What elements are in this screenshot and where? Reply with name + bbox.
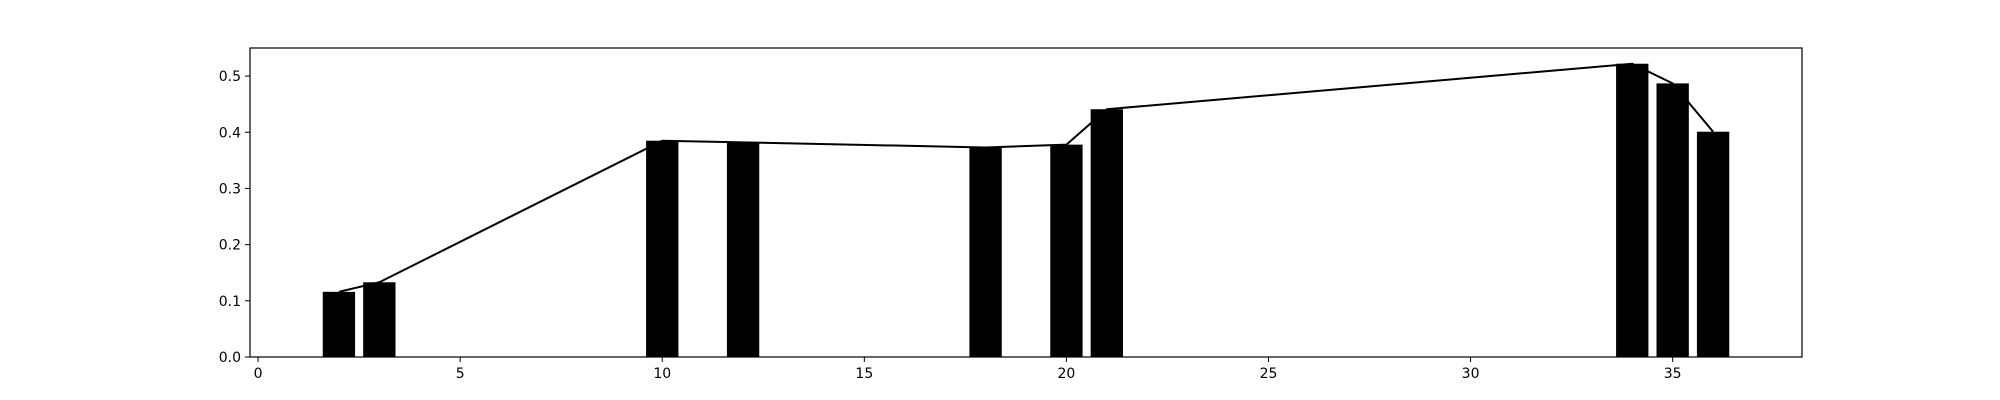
bar [322,291,356,357]
bar [1696,131,1730,357]
x-tick-label: 10 [653,366,671,382]
series-line [338,62,1714,293]
line-series [338,62,1714,293]
x-tick-label: 5 [456,366,465,382]
y-tick-label: 0.5 [219,69,241,85]
bar [1050,144,1083,357]
x-axis: 0 5 10 15 20 25 30 35 [254,357,1682,382]
x-tick-label: 15 [855,366,873,382]
x-tick-label: 20 [1058,366,1076,382]
y-tick-label: 0.0 [219,350,241,366]
x-tick-label: 25 [1260,366,1278,382]
bar [1616,63,1649,358]
bar [1090,109,1123,357]
bar [726,142,760,357]
y-tick-label: 0.4 [219,125,241,141]
bar [363,282,396,357]
y-tick-label: 0.3 [219,181,241,197]
y-tick-label: 0.2 [219,238,241,254]
bar [646,140,679,357]
bar [969,147,1002,357]
bar-series [322,63,1730,358]
y-tick-label: 0.1 [219,294,241,310]
x-tick-label: 30 [1462,366,1480,382]
y-axis: 0.0 0.1 0.2 0.3 0.4 0.5 [219,69,250,366]
axes-frame [249,47,1803,358]
bar [1656,83,1689,358]
x-tick-label: 35 [1664,366,1682,382]
x-tick-label: 0 [254,366,263,382]
